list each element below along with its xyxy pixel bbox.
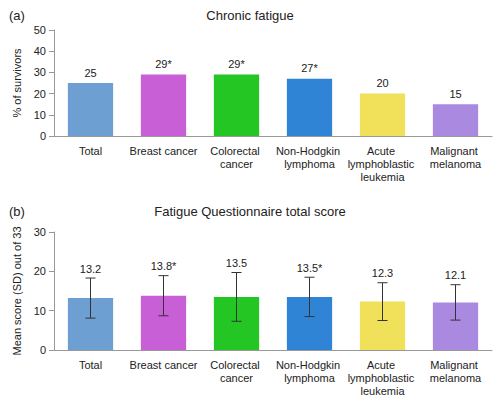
svg-text:20: 20 <box>34 265 46 277</box>
svg-text:12.3: 12.3 <box>372 267 393 279</box>
svg-text:0: 0 <box>40 344 46 356</box>
svg-text:Total: Total <box>79 145 102 157</box>
svg-text:cancer: cancer <box>220 372 253 384</box>
svg-text:Breast cancer: Breast cancer <box>130 359 198 371</box>
svg-text:melanoma: melanoma <box>430 372 482 384</box>
svg-text:(a): (a) <box>9 8 25 23</box>
svg-text:13.8*: 13.8* <box>151 260 177 272</box>
svg-text:29*: 29* <box>155 58 172 70</box>
svg-text:50: 50 <box>34 24 46 36</box>
svg-text:12.1: 12.1 <box>445 269 466 281</box>
svg-text:20: 20 <box>376 77 388 89</box>
svg-text:13.5*: 13.5* <box>297 262 323 274</box>
svg-text:Colorectal: Colorectal <box>210 145 263 157</box>
svg-text:Malignant: Malignant <box>430 145 481 157</box>
svg-text:(b): (b) <box>9 204 25 219</box>
svg-text:20: 20 <box>34 88 46 100</box>
svg-text:leukemia: leukemia <box>360 385 405 397</box>
svg-text:Colorectal: Colorectal <box>210 359 263 371</box>
svg-text:30: 30 <box>34 66 46 78</box>
svg-text:13.5: 13.5 <box>226 257 247 269</box>
svg-text:melanoma: melanoma <box>430 158 482 170</box>
svg-text:Acute: Acute <box>367 359 398 371</box>
svg-text:cancer: cancer <box>220 158 253 170</box>
svg-text:Chronic fatigue: Chronic fatigue <box>206 8 293 23</box>
svg-text:27*: 27* <box>301 62 318 74</box>
svg-text:Breast cancer: Breast cancer <box>130 145 198 157</box>
svg-text:0: 0 <box>40 130 46 142</box>
svg-text:29*: 29* <box>228 58 245 70</box>
svg-text:Mean score (SD) out of 33: Mean score (SD) out of 33 <box>11 226 23 355</box>
svg-text:Malignant: Malignant <box>430 359 481 371</box>
svg-text:40: 40 <box>34 45 46 57</box>
svg-text:15: 15 <box>449 88 461 100</box>
svg-text:30: 30 <box>34 226 46 238</box>
svg-text:10: 10 <box>34 109 46 121</box>
svg-text:lymphoblastic: lymphoblastic <box>348 372 418 384</box>
svg-text:Acute: Acute <box>367 145 398 157</box>
svg-text:% of survivors: % of survivors <box>11 48 23 118</box>
svg-text:lymphoma: lymphoma <box>284 158 336 170</box>
svg-text:leukemia: leukemia <box>360 171 405 183</box>
svg-text:Non-Hodgkin: Non-Hodgkin <box>276 359 343 371</box>
svg-text:10: 10 <box>34 305 46 317</box>
svg-text:lymphoblastic: lymphoblastic <box>348 158 418 170</box>
svg-text:lymphoma: lymphoma <box>284 372 336 384</box>
svg-text:25: 25 <box>84 67 96 79</box>
svg-text:Non-Hodgkin: Non-Hodgkin <box>276 145 343 157</box>
svg-text:Total: Total <box>79 359 102 371</box>
svg-text:Fatigue Questionnaire total sc: Fatigue Questionnaire total score <box>154 204 346 219</box>
svg-text:13.2: 13.2 <box>80 263 101 275</box>
